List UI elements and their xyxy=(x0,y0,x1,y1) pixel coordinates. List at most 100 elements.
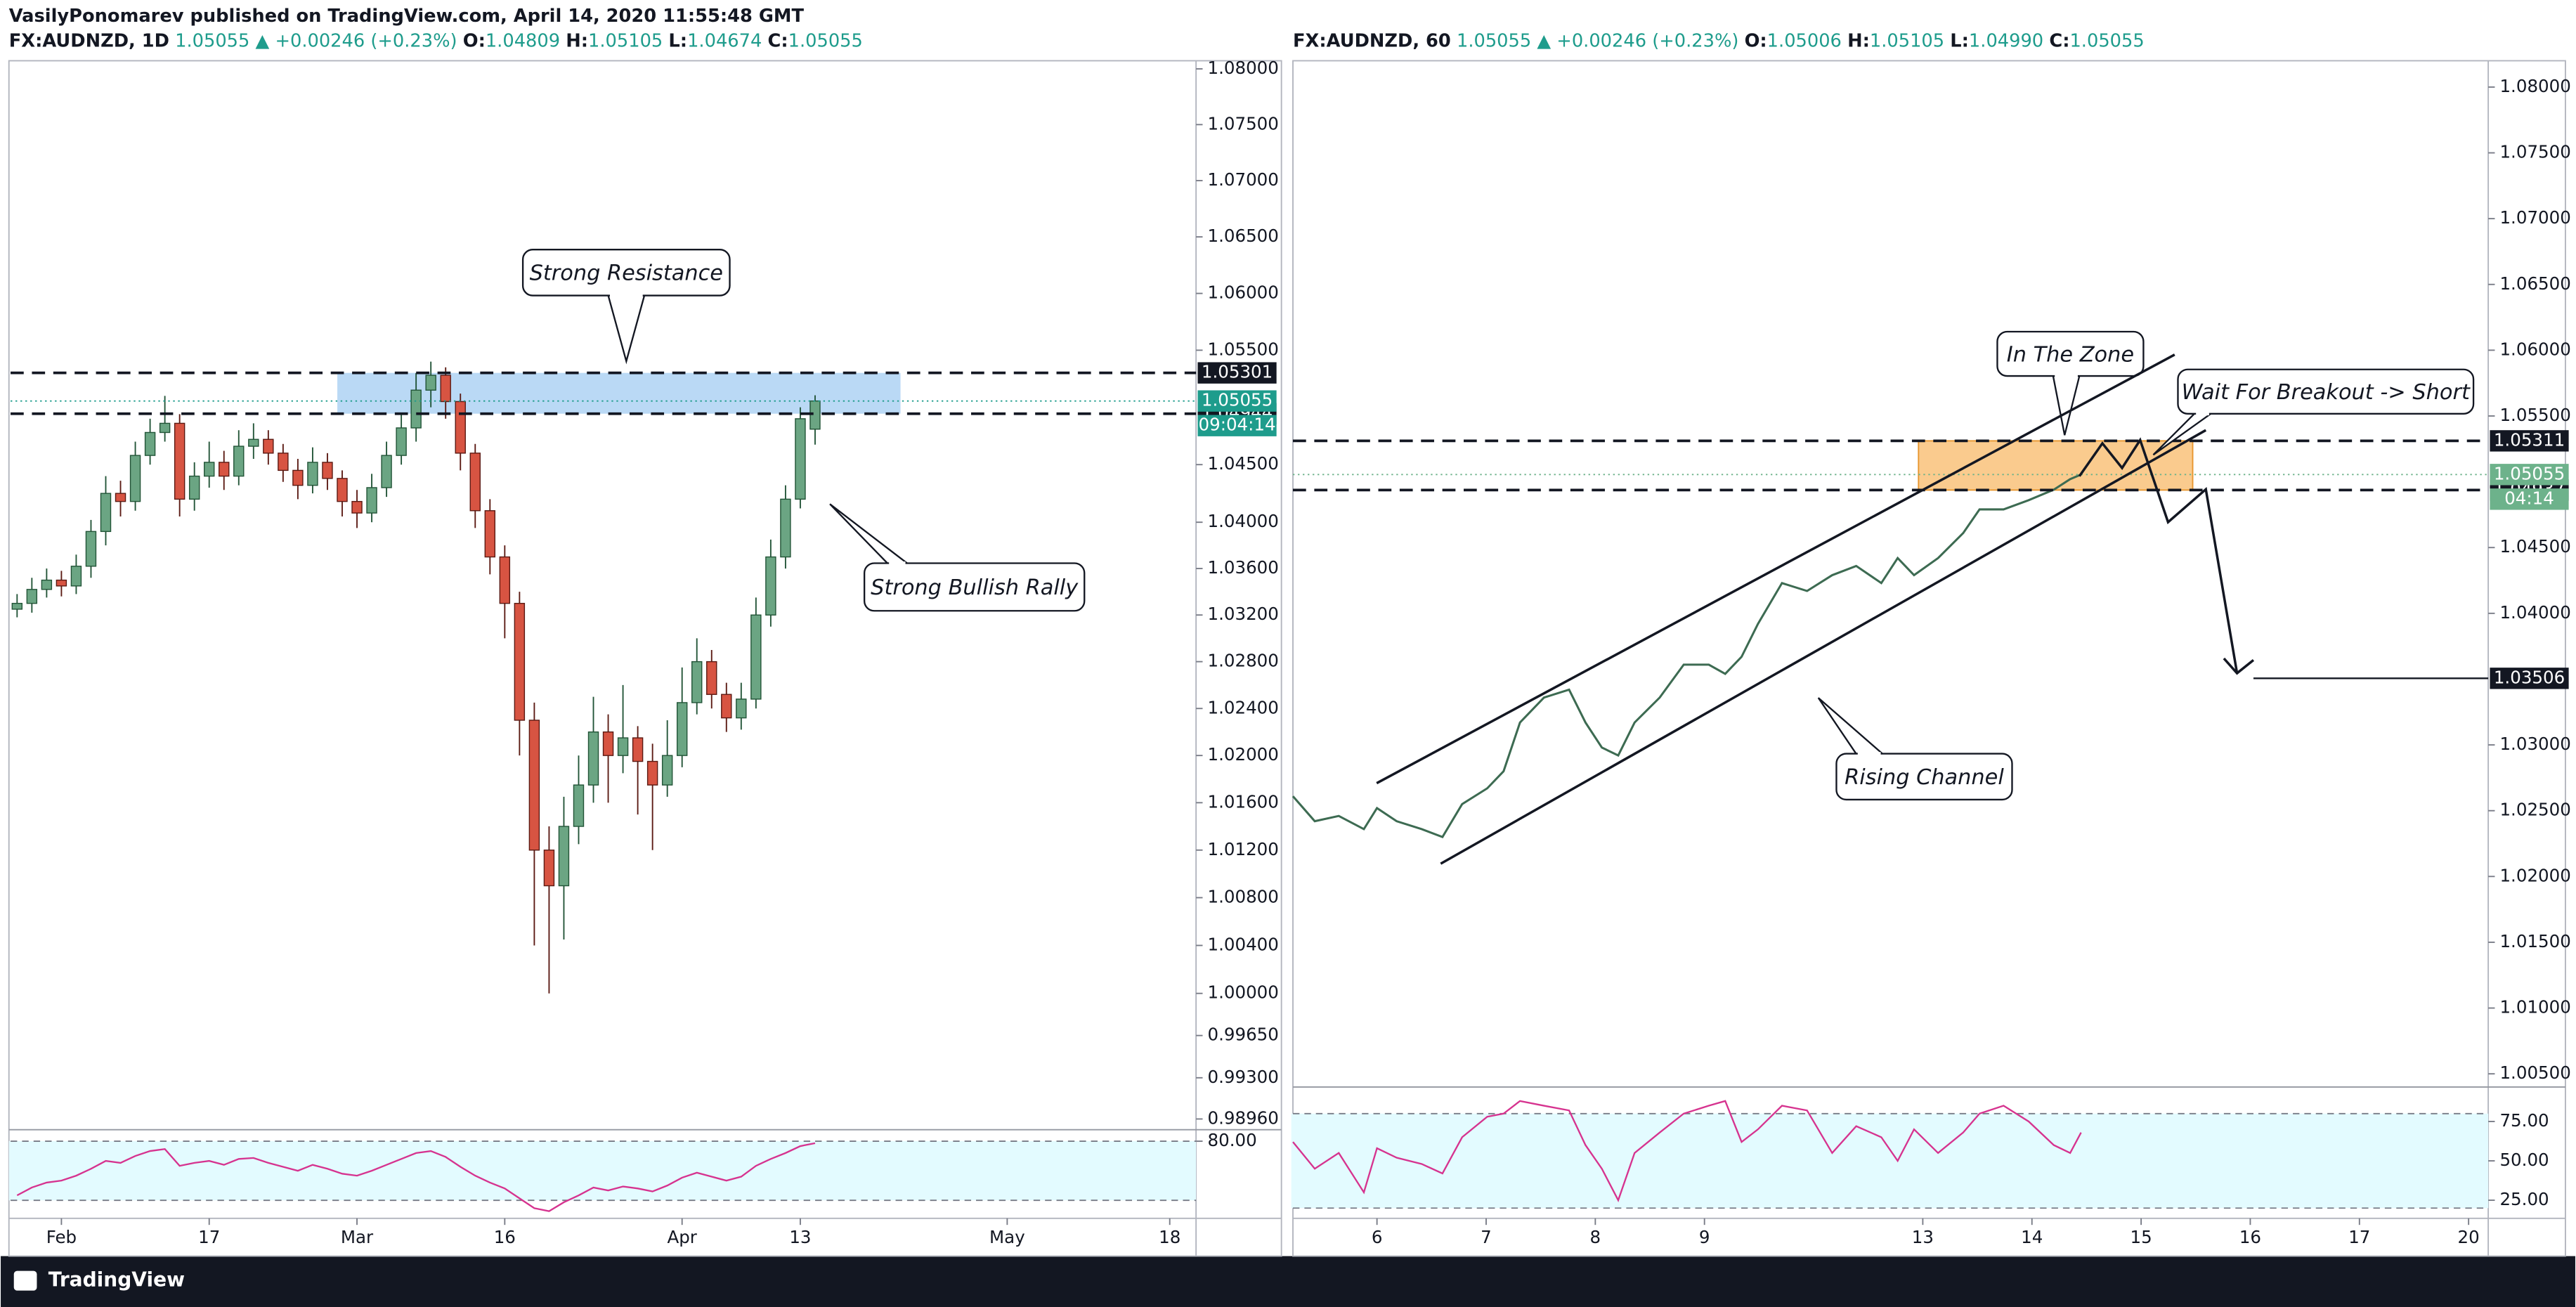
y-tick-label: 1.05500 xyxy=(2499,405,2570,425)
level-label-box xyxy=(2490,430,2569,452)
candle-body xyxy=(381,455,392,488)
rsi-line xyxy=(1292,1100,2082,1202)
candle-body xyxy=(721,694,732,719)
candle-body xyxy=(174,422,186,500)
candle-body xyxy=(795,418,806,500)
y-tick-label: 1.00800 xyxy=(1208,886,1279,906)
candle-body xyxy=(366,487,377,514)
candle-body xyxy=(219,462,230,477)
candle-body xyxy=(676,702,688,756)
y-tick-label: 1.00400 xyxy=(1208,934,1279,954)
legend-symbol: FX:AUDNZD, 60 xyxy=(1293,30,1451,51)
candle-body xyxy=(70,566,82,587)
footer-brand[interactable]: TradingView xyxy=(48,1268,185,1292)
y-tick-label: 1.04500 xyxy=(1208,453,1279,474)
candle-body xyxy=(263,438,274,454)
candle-body xyxy=(233,446,245,477)
y-tick-label: 1.04500 xyxy=(2499,536,2570,557)
candle-body xyxy=(602,731,614,756)
x-tick-label: 13 xyxy=(1912,1227,1934,1247)
x-tick-label: 17 xyxy=(2348,1227,2370,1247)
legend-value: 1.05006 xyxy=(1767,30,1842,51)
channel-lower xyxy=(1440,429,2207,865)
y-tick-label: 0.98960 xyxy=(1208,1107,1279,1128)
rsi-tick-label: 75.00 xyxy=(2499,1110,2549,1131)
candle-body xyxy=(351,500,363,514)
countdown: 04:14 xyxy=(2504,488,2554,508)
rsi-tick-label: 50.00 xyxy=(2499,1150,2549,1170)
y-tick-label: 1.08000 xyxy=(1208,58,1279,78)
rsi-tick-label: 80.00 xyxy=(1208,1130,1257,1150)
rsi-line xyxy=(16,1142,816,1212)
candle-body xyxy=(85,531,97,567)
y-tick-label: 1.03600 xyxy=(1208,557,1279,578)
candle-body xyxy=(440,375,451,403)
legend: FX:AUDNZD, 60 1.05055 ▲ +0.00246 (+0.23%… xyxy=(1293,30,2145,51)
candle-body xyxy=(809,400,821,430)
countdown-box xyxy=(1197,415,1277,436)
candle-body xyxy=(396,427,407,456)
y-tick-label: 1.02000 xyxy=(2499,865,2570,885)
candle-body xyxy=(337,478,348,502)
countdown: 09:04:14 xyxy=(1199,415,1276,435)
last-price-label: 1.05055 xyxy=(2494,463,2565,483)
legend-symbol: FX:AUDNZD, 1D xyxy=(9,30,169,51)
y-tick-label: 1.01500 xyxy=(2499,931,2570,951)
y-tick-label: 1.01000 xyxy=(2499,997,2570,1017)
callout-text: Strong Resistance xyxy=(530,261,723,286)
candle-body xyxy=(499,556,511,604)
legend-value: 1.04674 xyxy=(687,30,762,51)
candle-body xyxy=(322,462,333,479)
candle-body xyxy=(765,556,776,616)
candle-body xyxy=(248,438,259,447)
level-label: 1.05311 xyxy=(2494,429,2565,450)
candle-body xyxy=(26,589,38,604)
y-tick-label: 1.02500 xyxy=(2499,800,2570,820)
x-tick-label: 7 xyxy=(1481,1227,1492,1247)
y-tick-label: 1.02800 xyxy=(1208,651,1279,671)
x-tick-label: 9 xyxy=(1699,1227,1710,1247)
candle-body xyxy=(750,614,762,700)
callout-text: In The Zone xyxy=(2007,342,2134,367)
level-label: 1.05301 xyxy=(1202,362,1273,382)
y-tick-label: 1.07000 xyxy=(1208,169,1279,190)
legend-value: 1.05055 xyxy=(2069,30,2144,51)
y-tick-label: 1.04000 xyxy=(1208,511,1279,531)
candle-body xyxy=(691,661,703,703)
candle-body xyxy=(484,510,496,558)
y-tick-label: 1.07500 xyxy=(2499,142,2570,162)
candle-body xyxy=(543,850,555,887)
y-tick-label: 1.06000 xyxy=(2499,339,2570,359)
candle-body xyxy=(646,760,658,786)
x-tick-label: 17 xyxy=(198,1227,220,1247)
callout-box xyxy=(2177,368,2475,415)
candle-body xyxy=(661,755,673,786)
y-tick-label: 1.05500 xyxy=(1208,339,1279,359)
x-tick-label: Apr xyxy=(667,1227,697,1247)
candle-body xyxy=(617,737,629,756)
callout-text: Wait For Breakout -> Short xyxy=(2182,380,2471,405)
candle-body xyxy=(129,455,141,502)
candle-body xyxy=(307,462,318,486)
callout-text: Strong Bullish Rally xyxy=(871,576,1079,600)
y-tick-label: 0.99300 xyxy=(1208,1067,1279,1087)
legend-price: 1.05055 xyxy=(1457,30,1531,51)
legend-value: 1.04990 xyxy=(1969,30,2043,51)
y-tick-label: 1.02400 xyxy=(1208,697,1279,717)
channel-upper xyxy=(1376,353,2175,785)
x-tick-label: Feb xyxy=(46,1227,77,1247)
price-line xyxy=(1292,473,2082,839)
panel xyxy=(1292,60,2566,1257)
zone xyxy=(1918,440,2194,491)
callout-text: Rising Channel xyxy=(1845,765,2004,790)
x-tick-label: 6 xyxy=(1372,1227,1383,1247)
legend-key: O: xyxy=(1745,30,1767,51)
projection-arrowhead xyxy=(2223,657,2255,675)
x-tick-label: 14 xyxy=(2021,1227,2043,1247)
candle-body xyxy=(144,431,156,456)
y-tick-label: 1.04000 xyxy=(2499,602,2570,623)
y-tick-label: 1.03000 xyxy=(2499,734,2570,754)
legend-key: H: xyxy=(566,30,588,51)
candle-body xyxy=(587,731,599,786)
legend-key: C: xyxy=(2049,30,2069,51)
